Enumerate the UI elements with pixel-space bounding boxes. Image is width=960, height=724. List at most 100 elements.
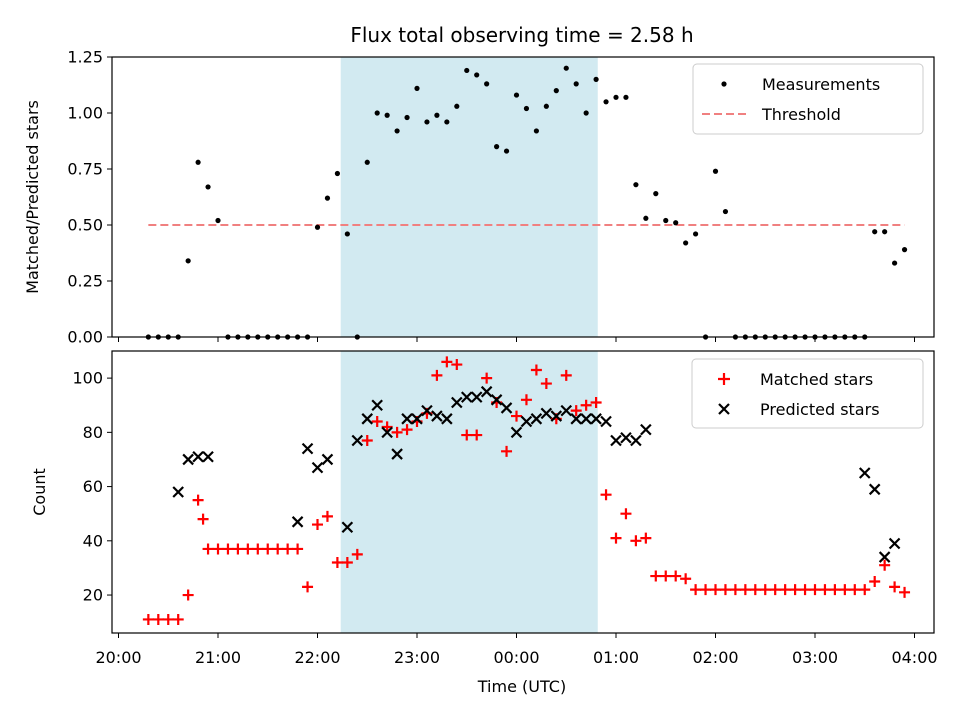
measurement-point (643, 215, 649, 221)
matched-star-point (172, 613, 184, 625)
legend-predicted-stars-label: Predicted stars (760, 400, 880, 419)
matched-star-point (282, 543, 294, 555)
predicted-star-point (391, 448, 403, 460)
measurement-point (414, 85, 420, 91)
bottom-grid-ticks: 20 40 60 80 100 20:00 21:00 22:00 23:00 00:00 01:0… (72, 369, 937, 667)
predicted-star-point (490, 394, 503, 406)
bottom-plot-frame (111, 350, 935, 634)
top-legend: Measurements Threshold (692, 63, 924, 135)
measurement-point (374, 110, 380, 116)
matched-star-point (839, 584, 851, 596)
measurement-point (663, 217, 669, 224)
predicted-star-point (480, 385, 493, 398)
matched-star-point (312, 519, 323, 531)
measurement-point (882, 229, 888, 235)
matched-star-point (670, 570, 682, 582)
measurement-point (404, 114, 410, 121)
measurement-point (693, 231, 699, 237)
measurement-point (553, 88, 559, 94)
predicted-star-point (630, 434, 642, 447)
matched-star-point (630, 535, 642, 547)
predicted-star-point (620, 431, 632, 444)
matched-star-point (197, 513, 209, 525)
legend-measurements-marker (721, 81, 727, 87)
predicted-star-point (590, 413, 602, 425)
matched-star-point (361, 434, 373, 446)
measurement-point (533, 128, 540, 134)
matched-star-point (321, 510, 333, 522)
predicted-star-point (470, 391, 483, 403)
predicted-star-point (321, 453, 334, 466)
matched-star-point (819, 584, 831, 596)
measurement-point (722, 208, 729, 215)
bottom-y-tick-label: 20 (83, 586, 103, 605)
predicted-star-point (381, 426, 393, 439)
predicted-star-point (202, 450, 214, 463)
matched-star-point (739, 584, 751, 596)
matched-star-point (142, 613, 154, 625)
matched-star-point (869, 575, 881, 587)
measurement-point (603, 99, 609, 105)
top-y-tick-label: 0.75 (67, 160, 103, 179)
matched-star-point (829, 584, 841, 596)
matched-star-point (292, 543, 304, 555)
legend-measurements-label: Measurements (762, 75, 880, 94)
matched-star-point (710, 584, 721, 596)
top-y-tick-label: 0.25 (67, 272, 103, 291)
predicted-star-point (580, 413, 592, 425)
measurement-point (673, 220, 679, 226)
measurement-point (583, 110, 589, 116)
matched-star-point (620, 508, 632, 520)
measurement-point (484, 81, 490, 87)
predicted-star-point (510, 426, 523, 439)
predicted-star-point (640, 423, 652, 436)
bottom-y-tick-label: 80 (83, 423, 103, 442)
bottom-x-tick-label: 00:00 (493, 648, 539, 667)
measurement-point (394, 128, 400, 134)
measurement-point (334, 170, 340, 177)
matched-star-point (441, 356, 453, 368)
matched-star-point (302, 581, 314, 593)
matched-star-point (202, 543, 214, 555)
top-legend-box (692, 63, 924, 135)
bottom-x-tick-label: 03:00 (792, 648, 838, 667)
measurement-point (683, 240, 689, 246)
predicted-star-point (421, 404, 433, 417)
predicted-star-point (361, 413, 374, 425)
predicted-star-point (451, 396, 463, 409)
measurement-point (344, 231, 350, 237)
predicted-star-point (888, 537, 901, 550)
bottom-shaded-region (340, 351, 598, 633)
matched-star-point (520, 394, 532, 406)
matched-star-point (431, 369, 443, 381)
bottom-y-tick-label: 40 (83, 531, 103, 550)
bottom-legend-box (691, 358, 924, 429)
matched-star-point (600, 489, 612, 501)
measurement-point (523, 105, 530, 112)
measurement-point (872, 229, 878, 235)
top-y-axis-label: Matched/Predicted stars (23, 100, 42, 294)
legend-matched-stars-marker (718, 373, 730, 385)
measurement-point (613, 94, 619, 100)
predicted-star-point (441, 413, 453, 425)
predicted-star-point (371, 399, 383, 412)
matched-star-point (341, 557, 353, 568)
matched-star-point (899, 586, 911, 598)
measurement-point (901, 247, 908, 253)
predicted-star-point (351, 434, 364, 447)
measurement-point (205, 184, 211, 190)
predicted-star-point (341, 521, 354, 534)
predicted-star-point (530, 413, 543, 425)
predicted-star-point (868, 483, 881, 496)
legend-predicted-stars-marker (718, 403, 730, 415)
matched-star-point (560, 369, 572, 381)
measurement-point (653, 191, 659, 197)
matched-star-point (232, 543, 244, 555)
predicted-star-point (858, 467, 871, 479)
predicted-star-point (570, 413, 582, 425)
matched-star-point (570, 405, 582, 417)
measurement-point (444, 119, 450, 125)
bottom-x-tick-label: 23:00 (394, 648, 440, 667)
predicted-star-point (311, 461, 324, 474)
